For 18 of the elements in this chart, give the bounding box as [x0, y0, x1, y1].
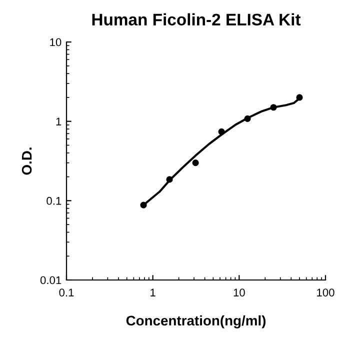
x-tick-label: 0.1: [59, 288, 74, 296]
point: [140, 202, 147, 208]
y-tick-label: 10: [50, 38, 62, 46]
x-tick-label: 10: [234, 288, 245, 296]
x-axis-title: Concentration(ng/ml): [126, 315, 266, 328]
y-tick-label: 0.01: [40, 276, 62, 284]
point: [218, 128, 225, 135]
point: [244, 115, 251, 122]
point: [192, 160, 199, 166]
x-tick-label: 1: [150, 288, 156, 296]
y-axis-title: O.D.: [22, 148, 32, 175]
y-tick-label: 1: [56, 118, 62, 126]
point: [296, 94, 303, 101]
y-tick-label: 0.1: [46, 196, 62, 205]
x-tick-label: 100: [317, 288, 334, 296]
point: [270, 104, 277, 111]
point: [166, 176, 173, 183]
chart-title: Human Ficolin-2 ELISA Kit: [92, 13, 301, 26]
